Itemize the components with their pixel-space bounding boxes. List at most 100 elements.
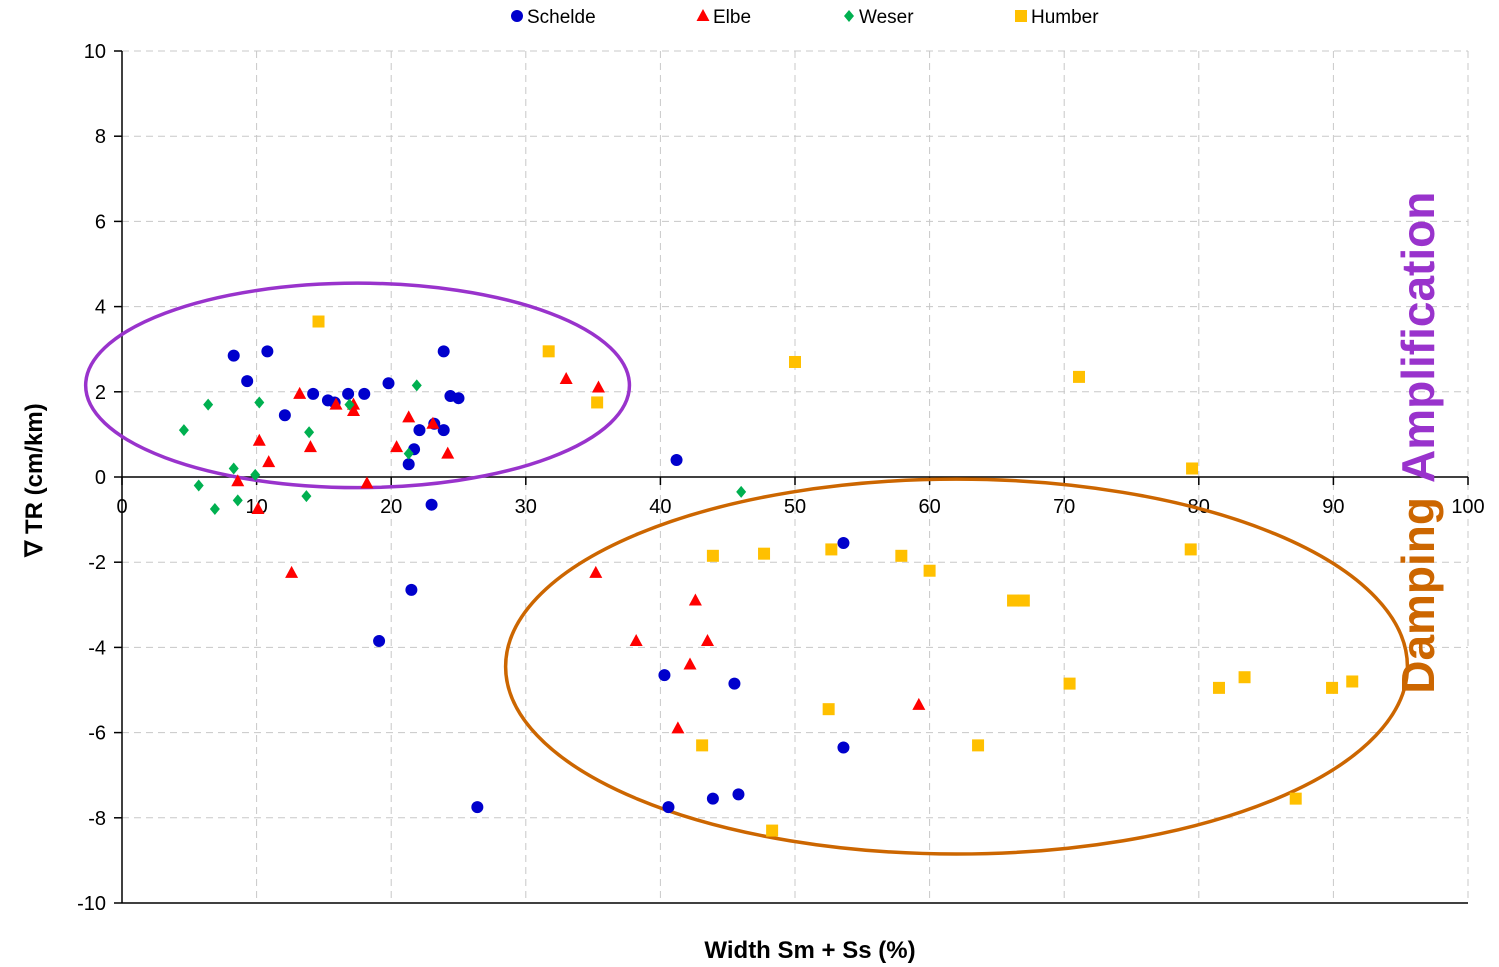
data-point-schelde [662,801,675,814]
x-tick-label: 20 [380,496,402,518]
data-point-weser [250,468,261,481]
x-tick-label: 60 [918,496,940,518]
data-point-weser [193,479,204,492]
data-point-elbe [701,634,715,647]
data-point-elbe [688,593,702,606]
data-point-humber [1017,594,1030,607]
data-point-schelde [278,409,291,422]
data-point-schelde [413,424,426,437]
data-point-elbe [293,386,307,399]
data-point-humber [766,824,779,837]
data-point-humber [825,543,838,556]
x-tick-label: 70 [1053,496,1075,518]
x-axis-title: Width Sm + Ss (%) [704,937,915,964]
legend-marker [696,9,710,21]
legend-label: Schelde [527,7,596,28]
data-point-humber [1346,675,1359,688]
data-point-weser [178,424,189,437]
x-tick-label: 30 [515,496,537,518]
data-point-humber [1212,681,1225,694]
y-tick-label: -4 [88,637,106,659]
x-tick-label: 40 [649,496,671,518]
data-point-humber [789,355,801,368]
data-points [178,315,1359,837]
data-point-elbe [251,501,265,514]
data-point-humber [972,739,985,752]
data-point-schelde [670,453,683,466]
data-point-elbe [252,433,266,446]
data-point-humber [1326,681,1339,694]
data-point-elbe [671,721,685,734]
y-tick-label: -6 [88,723,106,745]
data-point-humber [1063,677,1076,690]
data-point-elbe [231,474,245,487]
data-point-elbe [303,440,317,453]
y-tick-label: -8 [88,808,106,830]
series-weser [178,379,747,515]
data-point-weser [301,490,312,503]
ellipses [83,281,1410,856]
data-point-schelde [437,345,450,358]
data-point-schelde [382,377,395,390]
data-point-humber [758,547,771,560]
data-point-humber [542,345,555,358]
data-point-schelde [358,387,371,400]
x-tick-label: 50 [784,496,806,518]
data-point-schelde [373,635,386,648]
legend-label: Humber [1031,7,1099,28]
data-point-schelde [732,788,745,801]
data-point-schelde [837,537,850,550]
data-point-schelde [241,375,254,388]
data-point-humber [591,396,604,409]
amplification-label: Amplification [1392,192,1444,483]
data-point-weser [254,396,265,409]
data-point-schelde [307,387,320,400]
data-point-weser [228,462,239,475]
y-axis-title: ∇ TR (cm/km) [21,403,48,557]
data-point-humber [1007,594,1020,607]
data-point-schelde [471,801,484,814]
data-point-elbe [683,657,697,670]
damping-label: Damping [1392,497,1444,694]
axes: -10-8-6-4-202468100102030405060708090100 [77,41,1485,915]
data-point-schelde [402,458,415,471]
data-point-schelde [452,392,465,405]
data-point-weser [344,398,355,411]
data-point-humber [1073,370,1086,383]
x-tick-label: 90 [1322,496,1344,518]
data-point-humber [923,564,936,577]
data-point-schelde [728,677,741,690]
data-point-elbe [589,565,603,578]
legend: Schelde Elbe Weser Humber [511,7,1099,28]
data-point-schelde [437,424,450,437]
legend-marker [1015,10,1027,22]
legend-item-elbe: Elbe [696,7,751,28]
amplification-ellipse [83,281,632,490]
data-point-schelde [342,387,355,400]
series-schelde [227,345,850,814]
data-point-elbe [390,440,404,453]
data-point-humber [706,549,719,562]
data-point-elbe [285,565,299,578]
data-point-elbe [591,380,605,393]
data-point-humber [1186,462,1199,475]
x-tick-label: 0 [116,496,127,518]
data-point-elbe [426,416,440,429]
data-point-schelde [658,669,671,682]
legend-marker [844,10,854,22]
data-point-schelde [837,741,850,754]
data-point-humber [822,703,835,716]
data-point-weser [203,398,214,411]
series-elbe [231,372,926,734]
data-point-elbe [360,476,374,489]
legend-item-humber: Humber [1015,7,1099,28]
data-point-elbe [262,455,276,468]
y-tick-label: -2 [88,552,106,574]
y-tick-label: -10 [77,893,106,915]
data-point-weser [736,485,747,498]
data-point-elbe [559,372,573,385]
y-tick-label: 6 [95,211,106,233]
legend-item-weser: Weser [844,7,914,28]
data-point-weser [232,494,243,507]
